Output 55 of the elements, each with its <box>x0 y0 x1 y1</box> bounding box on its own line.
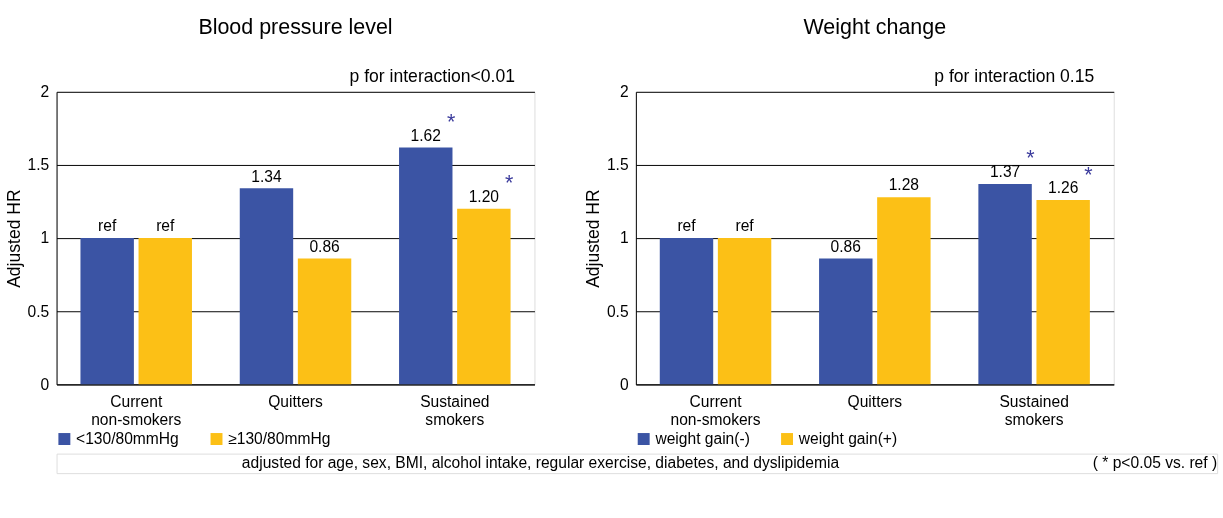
bar <box>399 147 453 385</box>
data-label: 1.28 <box>888 176 920 194</box>
x-tick-label: Quitters <box>847 393 903 411</box>
y-tick-label: 2 <box>619 83 629 101</box>
y-tick-label: 1 <box>40 229 50 247</box>
bar <box>138 238 192 385</box>
y-tick-label: 0.5 <box>606 302 629 320</box>
data-label: ref <box>156 217 176 235</box>
annotation: * <box>446 109 456 134</box>
bar <box>877 197 931 385</box>
annotation: * <box>1026 146 1035 171</box>
y-axis-title: Adjusted HR <box>583 189 604 288</box>
chart-title: Weight change <box>803 15 947 40</box>
data-label: ref <box>677 217 697 235</box>
annotation: * <box>505 171 514 196</box>
y-tick-label: 1 <box>619 229 629 247</box>
x-tick-label: Current non-smokers <box>91 393 182 428</box>
text: ( * p<0.05 vs. ref ) <box>1092 454 1218 472</box>
y-tick-label: 0.5 <box>27 302 50 320</box>
bar <box>978 183 1032 385</box>
y-tick-label: 0 <box>619 375 629 393</box>
y-tick-label: 2 <box>40 83 50 101</box>
x-tick-label: Sustained smokers <box>420 393 490 428</box>
data-label: 0.86 <box>309 237 340 255</box>
data-label: 0.86 <box>830 237 861 255</box>
text: p for interaction<0.01 <box>349 66 515 87</box>
annotation: * <box>1084 162 1093 187</box>
bar <box>717 238 772 385</box>
bar <box>819 258 873 385</box>
bar <box>1036 200 1090 385</box>
chart-title: Blood pressure level <box>198 15 393 40</box>
data-label: ref <box>98 217 117 235</box>
data-label: 1.26 <box>1047 179 1079 197</box>
legend-label: weight gain(+) <box>797 429 898 447</box>
data-label: 1.37 <box>989 163 1021 181</box>
bar <box>239 188 294 385</box>
y-axis-title: Adjusted HR <box>3 189 24 288</box>
bar <box>457 208 511 385</box>
legend-label: <130/80mmHg <box>76 429 179 447</box>
bar <box>659 238 714 385</box>
data-label: ref <box>735 217 755 235</box>
text: p for interaction 0.15 <box>934 66 1095 87</box>
x-tick-label: Sustained smokers <box>999 393 1069 428</box>
y-tick-label: 1.5 <box>606 156 629 174</box>
x-tick-label: Quitters <box>268 393 324 411</box>
legend-label: ≥130/80mmHg <box>228 429 331 447</box>
data-label: 1.62 <box>410 126 441 144</box>
bar <box>297 258 352 385</box>
y-tick-label: 0 <box>40 375 50 393</box>
y-tick-label: 1.5 <box>27 156 50 174</box>
text: adjusted for age, sex, BMI, alcohol intake, regular exercise, diabetes, and dyslipidemia <box>241 454 840 472</box>
data-label: 1.34 <box>251 167 282 185</box>
legend-label: weight gain(-) <box>654 429 750 447</box>
bar <box>80 238 134 385</box>
data-label: 1.20 <box>468 188 500 206</box>
